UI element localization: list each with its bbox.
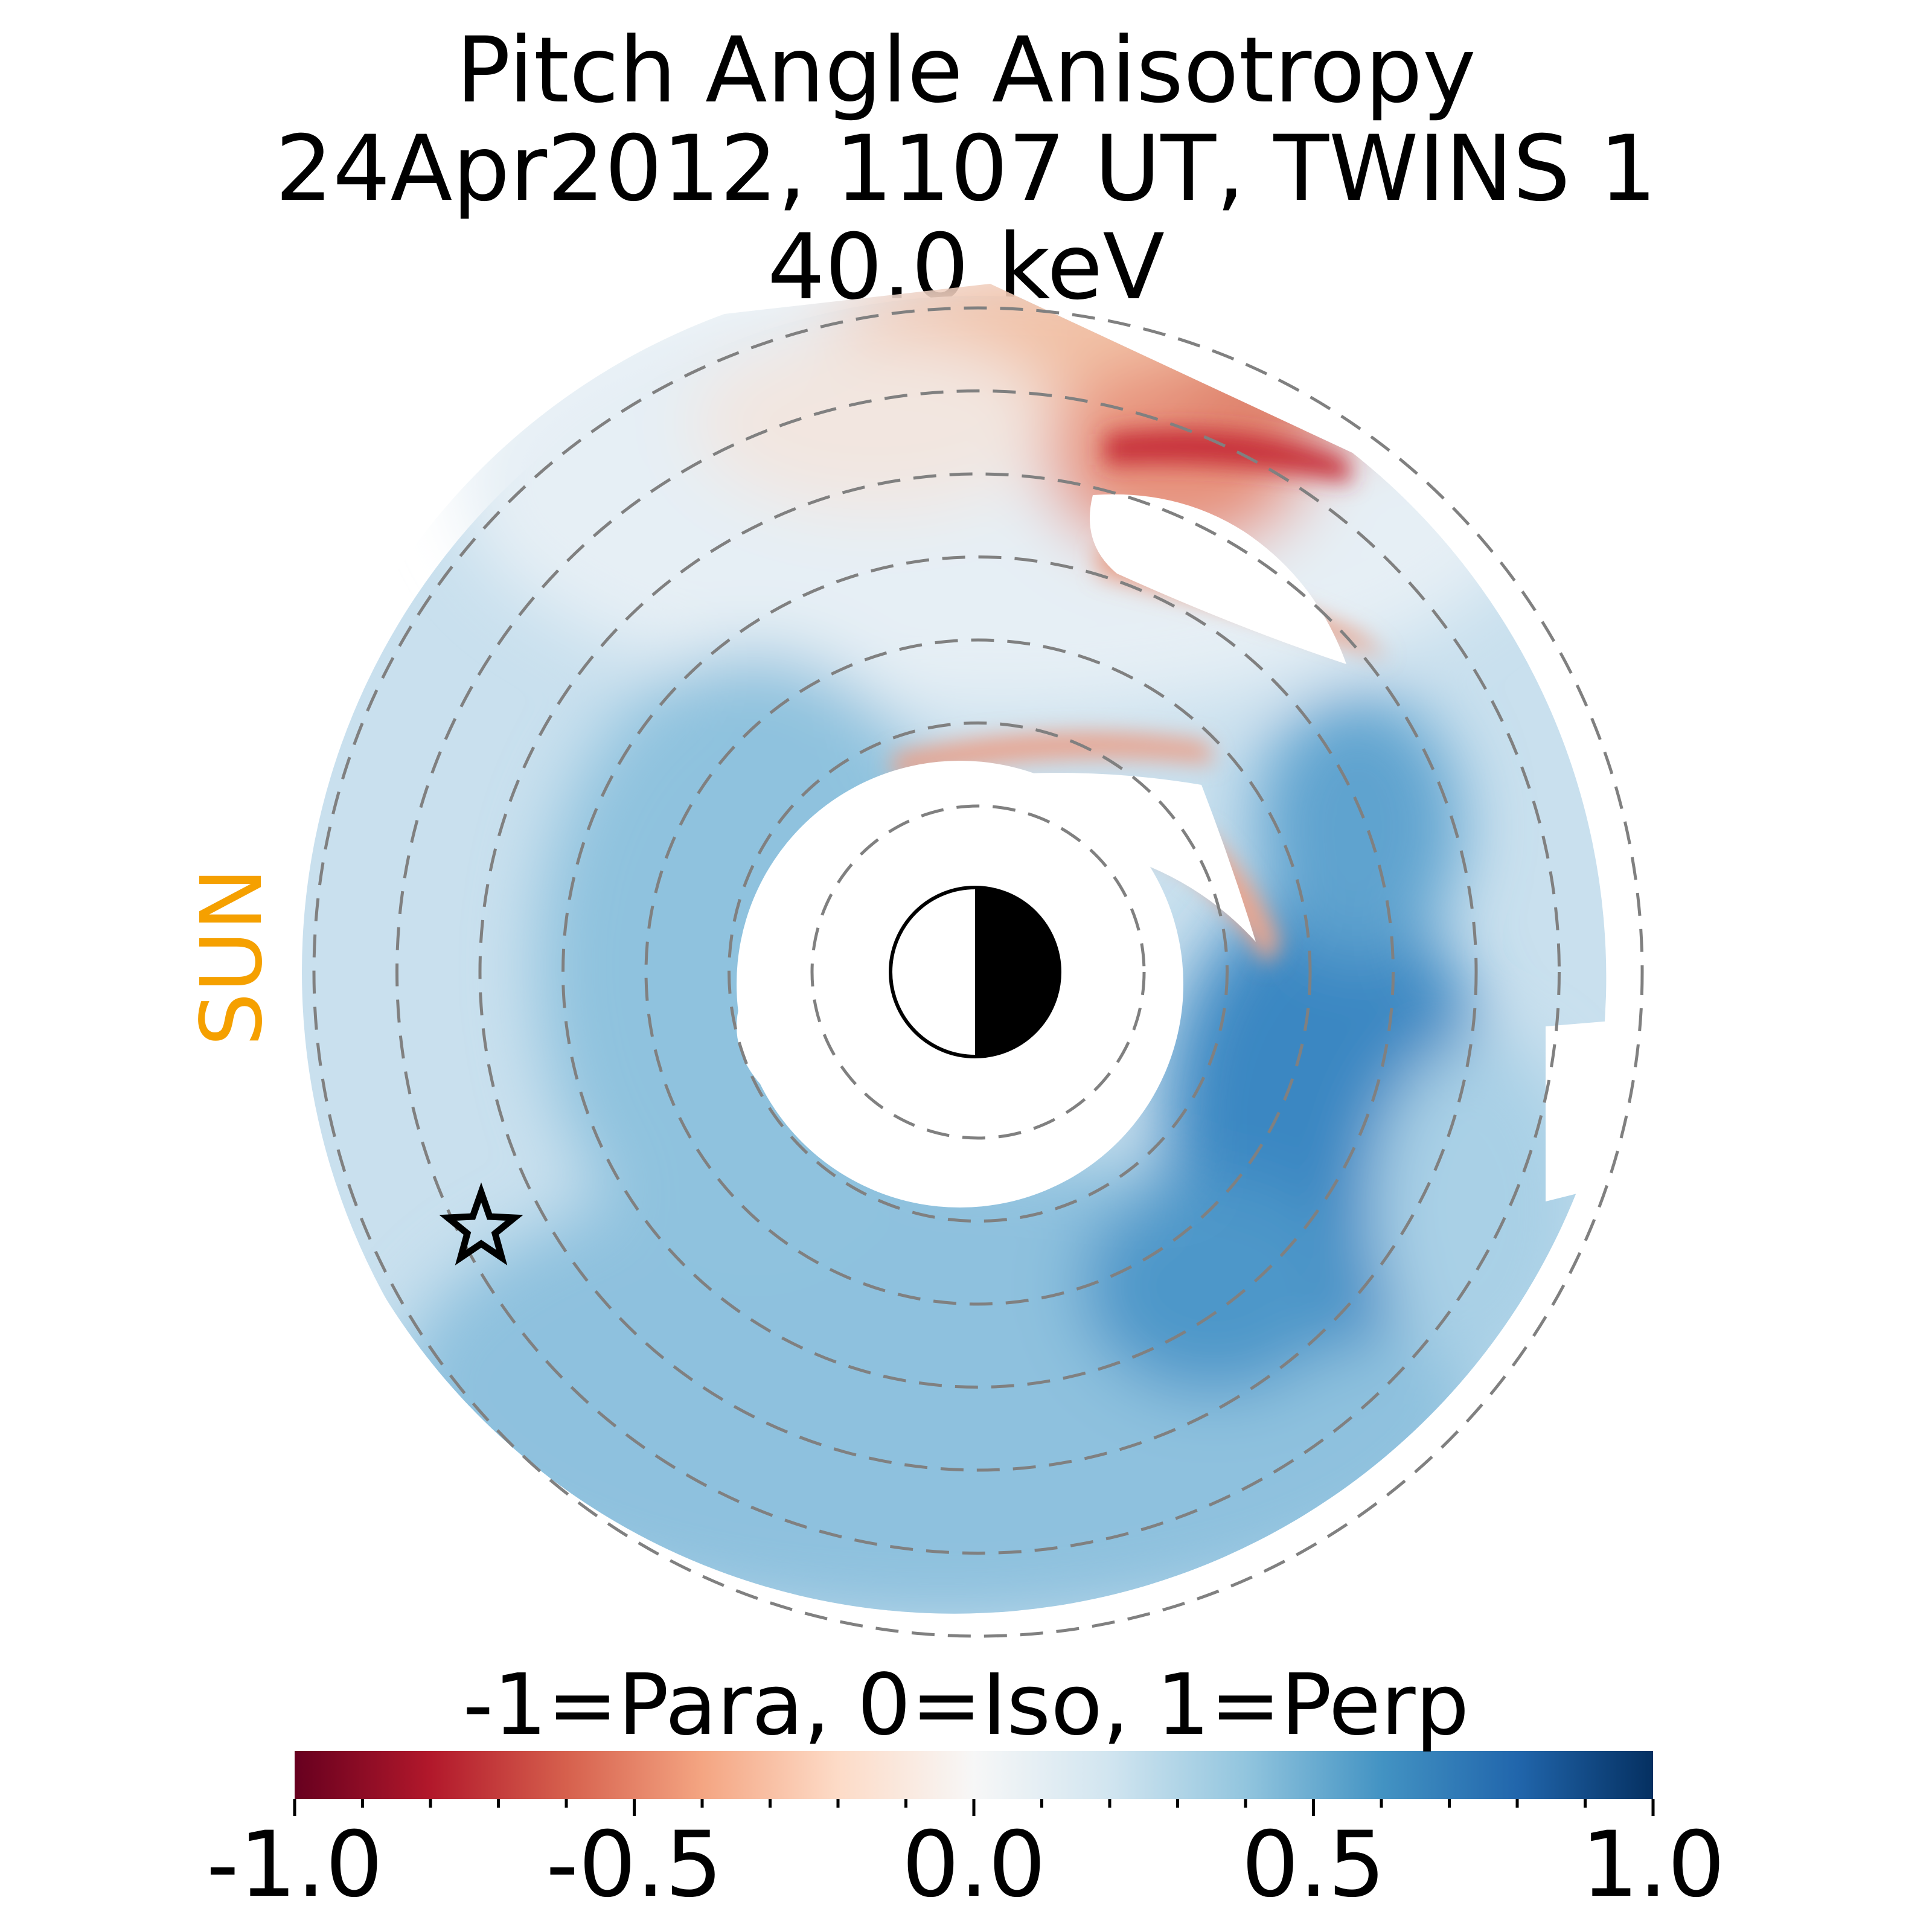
colorbar-tick-label: 1.0: [1581, 1812, 1726, 1918]
gap-upper: [1090, 494, 1346, 664]
earth-icon: [889, 886, 1061, 1058]
colorbar-ticks: [293, 1799, 1655, 1816]
colorbar-tick-label: -0.5: [546, 1812, 723, 1918]
distance-ring-4: [644, 638, 1312, 1306]
distance-ring-7: [395, 389, 1561, 1555]
distance-ring-8: [312, 306, 1644, 1638]
star-icon: [439, 1182, 523, 1265]
distance-rings: [312, 306, 1644, 1638]
distance-ring-2: [810, 804, 1146, 1140]
distance-ring-6: [478, 472, 1478, 1472]
colorbar-tick-labels: -1.0 -0.5 0.0 0.5 1.0: [206, 1812, 1726, 1918]
sun-label: SUN: [183, 867, 281, 1047]
colorbar-label: -1=Para, 0=Iso, 1=Perp: [462, 1656, 1470, 1754]
colorbar: -1.0 -0.5 0.0 0.5 1.0: [206, 1751, 1726, 1918]
title-line-2: 24Apr2012, 1107 UT, TWINS 1: [275, 117, 1657, 222]
colorbar-tick-label: 0.0: [902, 1812, 1046, 1918]
distance-ring-5: [561, 555, 1395, 1389]
colorbar-gradient: [295, 1751, 1653, 1799]
colorbar-tick-label: -1.0: [206, 1812, 383, 1918]
gap-edge: [1546, 1020, 1618, 1201]
title-line-1: Pitch Angle Anisotropy: [456, 18, 1476, 123]
distance-ring-3: [728, 721, 1229, 1223]
colorbar-tick-label: 0.5: [1241, 1812, 1386, 1918]
